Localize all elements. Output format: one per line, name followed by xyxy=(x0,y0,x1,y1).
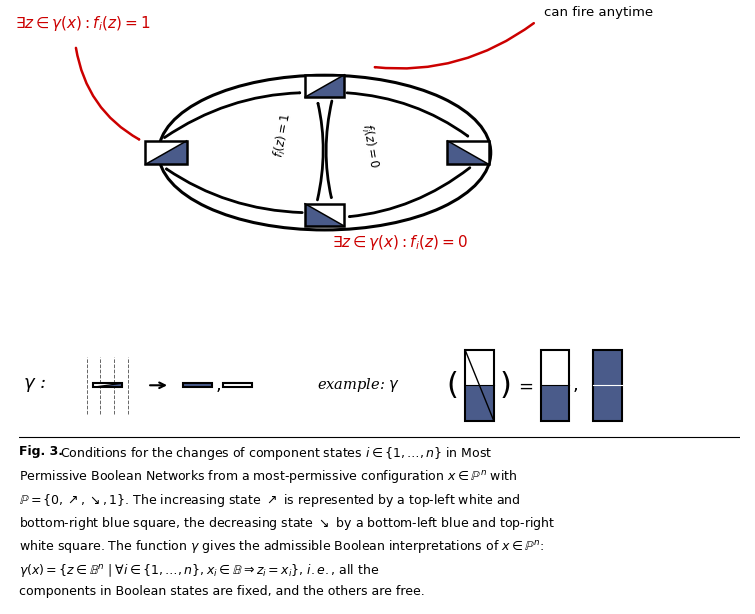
Bar xyxy=(465,350,494,386)
Polygon shape xyxy=(305,75,344,97)
Polygon shape xyxy=(305,75,344,97)
FancyArrowPatch shape xyxy=(350,168,470,217)
Text: ,: , xyxy=(215,376,221,394)
Text: example: $\gamma$: example: $\gamma$ xyxy=(317,376,400,394)
Text: $)$: $)$ xyxy=(500,370,510,401)
FancyArrowPatch shape xyxy=(326,101,332,198)
Text: ,: , xyxy=(572,376,578,394)
Text: components in Boolean states are fixed, and the others are free.: components in Boolean states are fixed, … xyxy=(19,585,424,598)
Bar xyxy=(223,383,252,387)
FancyArrowPatch shape xyxy=(347,93,468,136)
Text: Conditions for the changes of component states $i \in \{1, \ldots, n\}$ in Most: Conditions for the changes of component … xyxy=(60,445,493,462)
Polygon shape xyxy=(305,204,344,226)
Polygon shape xyxy=(448,141,488,165)
FancyArrowPatch shape xyxy=(167,169,302,212)
Polygon shape xyxy=(305,204,344,226)
Polygon shape xyxy=(448,141,488,165)
Text: $\mathbb{P} = \{0, \nearrow, \searrow, 1\}$. The increasing state $\nearrow$ is : $\mathbb{P} = \{0, \nearrow, \searrow, 1… xyxy=(19,492,520,509)
Text: $\exists z \in \gamma(x) : f_i(z) = 1$: $\exists z \in \gamma(x) : f_i(z) = 1$ xyxy=(15,14,151,33)
FancyArrowPatch shape xyxy=(165,93,300,138)
FancyArrowPatch shape xyxy=(76,48,139,139)
Bar xyxy=(465,350,494,421)
Polygon shape xyxy=(93,383,122,387)
Bar xyxy=(541,386,569,421)
Text: Fig. 3.: Fig. 3. xyxy=(19,445,67,458)
Polygon shape xyxy=(93,383,122,387)
Bar xyxy=(448,141,488,165)
Text: $=$: $=$ xyxy=(516,376,534,394)
Text: white square. The function $\gamma$ gives the admissible Boolean interpretations: white square. The function $\gamma$ give… xyxy=(19,538,544,556)
Polygon shape xyxy=(146,141,186,165)
FancyArrowPatch shape xyxy=(375,23,534,69)
Bar xyxy=(183,383,212,387)
Polygon shape xyxy=(146,141,186,165)
Text: $\gamma$ :: $\gamma$ : xyxy=(23,376,46,394)
Bar xyxy=(541,350,569,386)
Text: bottom-right blue square, the decreasing state $\searrow$ by a bottom-left blue : bottom-right blue square, the decreasing… xyxy=(19,515,555,532)
Bar xyxy=(541,350,569,421)
Text: Permissive Boolean Networks from a most-permissive configuration $x \in \mathbb{: Permissive Boolean Networks from a most-… xyxy=(19,468,517,486)
Text: $\exists z \in \gamma(x) : f_i(z) = 0$: $\exists z \in \gamma(x) : f_i(z) = 0$ xyxy=(332,233,468,252)
Text: $f_i(z){=}1$: $f_i(z){=}1$ xyxy=(271,112,295,159)
Text: $\gamma(x) = \{z \in \mathbb{B}^n \mid \forall i \in \{1, \ldots, n\}, x_i \in \: $\gamma(x) = \{z \in \mathbb{B}^n \mid \… xyxy=(19,562,379,579)
FancyArrowPatch shape xyxy=(317,103,323,200)
Bar xyxy=(305,75,344,97)
Bar xyxy=(93,383,122,387)
Text: $f_i(z){=}0$: $f_i(z){=}0$ xyxy=(358,123,382,169)
Text: can fire anytime: can fire anytime xyxy=(544,6,653,20)
Text: $($: $($ xyxy=(445,370,458,401)
Bar xyxy=(465,386,494,421)
Bar xyxy=(593,350,622,421)
Bar xyxy=(146,141,186,165)
Bar xyxy=(305,204,344,226)
